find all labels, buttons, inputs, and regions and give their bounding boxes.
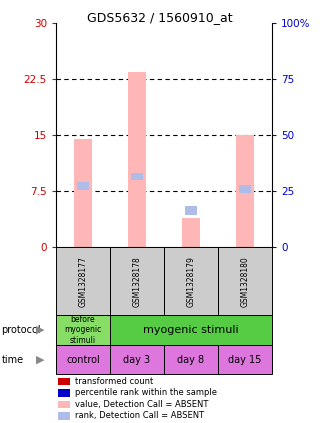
Text: percentile rank within the sample: percentile rank within the sample — [75, 388, 217, 398]
Bar — [236, 135, 254, 247]
Bar — [182, 217, 200, 247]
Text: GDS5632 / 1560910_at: GDS5632 / 1560910_at — [87, 11, 233, 24]
Text: rank, Detection Call = ABSENT: rank, Detection Call = ABSENT — [75, 411, 204, 420]
Text: before
myogenic
stimuli: before myogenic stimuli — [64, 315, 102, 345]
Text: time: time — [2, 354, 24, 365]
Text: day 8: day 8 — [177, 354, 204, 365]
Bar — [77, 182, 89, 190]
Text: day 15: day 15 — [228, 354, 262, 365]
Text: ▶: ▶ — [36, 354, 44, 365]
Text: myogenic stimuli: myogenic stimuli — [143, 325, 239, 335]
Text: control: control — [66, 354, 100, 365]
Text: ▶: ▶ — [36, 325, 44, 335]
Text: GSM1328180: GSM1328180 — [241, 256, 250, 307]
Text: value, Detection Call = ABSENT: value, Detection Call = ABSENT — [75, 400, 209, 409]
Bar — [74, 139, 92, 247]
Text: GSM1328177: GSM1328177 — [78, 256, 87, 307]
Text: transformed count: transformed count — [75, 377, 154, 386]
Bar — [131, 173, 143, 180]
Bar — [239, 185, 251, 193]
Bar — [128, 72, 146, 247]
Bar — [185, 206, 197, 214]
Text: GSM1328179: GSM1328179 — [187, 256, 196, 307]
Text: protocol: protocol — [2, 325, 41, 335]
Text: day 3: day 3 — [124, 354, 151, 365]
Text: GSM1328178: GSM1328178 — [132, 256, 141, 307]
